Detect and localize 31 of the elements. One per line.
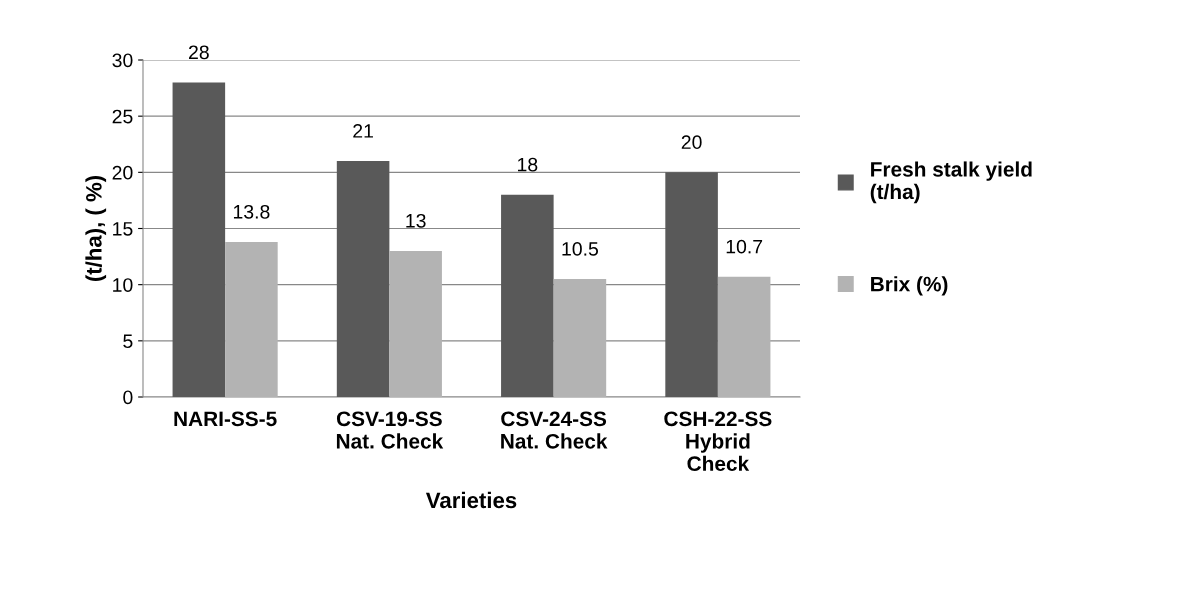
bar xyxy=(336,161,390,397)
y-tick-label: 0 xyxy=(123,390,133,405)
x-tick-label: CSV-24-SS Nat. Check xyxy=(501,411,608,449)
data-label: 13.8 xyxy=(233,204,270,219)
bar xyxy=(553,279,607,397)
data-label: 13 xyxy=(406,213,426,228)
y-tick-label: 20 xyxy=(112,165,133,180)
bar xyxy=(389,250,442,397)
x-tick-label: CSH-22-SS Hybrid Check xyxy=(664,411,772,472)
data-label: 20 xyxy=(681,135,702,150)
x-tick-label: CSV-19-SS Nat. Check xyxy=(336,411,444,449)
data-label: 28 xyxy=(189,45,209,60)
data-label: 21 xyxy=(353,124,373,138)
bar xyxy=(717,276,771,397)
data-label: 10.7 xyxy=(726,239,763,254)
x-axis-title: Varieties xyxy=(425,491,517,509)
legend-label: Brix (%) xyxy=(871,276,948,296)
legend-label: Fresh stalk yield (t/ha) xyxy=(870,161,1032,204)
y-tick-label: 5 xyxy=(123,334,133,349)
bar xyxy=(501,194,554,397)
data-label: 10.5 xyxy=(562,241,599,256)
y-tick-label: 15 xyxy=(113,222,133,236)
y-tick-label: 30 xyxy=(112,53,133,68)
x-tick-label: NARI-SS-5 xyxy=(174,411,277,427)
data-label: 18 xyxy=(518,157,538,172)
bar xyxy=(665,172,718,397)
y-tick-label: 10 xyxy=(113,278,133,292)
y-axis-title: (t/ha), ( %) xyxy=(85,175,107,282)
bar xyxy=(172,82,226,397)
bar xyxy=(225,241,278,397)
y-tick-label: 25 xyxy=(112,109,133,124)
